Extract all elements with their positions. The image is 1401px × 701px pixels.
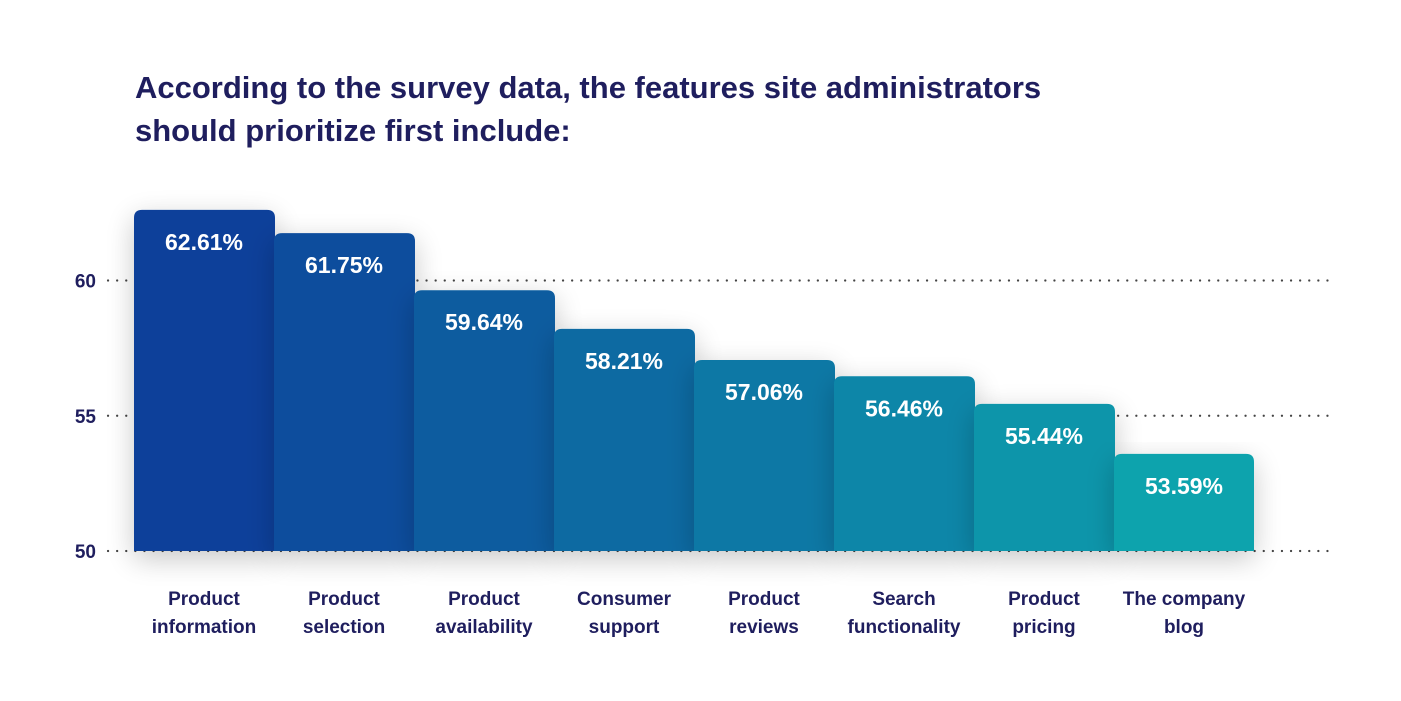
category-label: functionality [848,617,961,638]
bar-value-label: 53.59% [1145,473,1223,499]
category-label: The company [1123,589,1246,610]
y-tick-label: 55 [75,407,97,428]
category-labels: Product information Product selection Produc… [152,589,1246,638]
category-label: support [589,617,660,638]
bar-value-labels: 62.61% 61.75% 59.64% 58.21% 57.06% 56.46% 55.4… [165,229,1223,499]
category-label: Consumer [577,589,672,610]
bar-value-label: 57.06% [725,379,803,405]
bar [694,360,835,551]
bar-value-label: 55.44% [1005,423,1083,449]
bars [134,209,1254,551]
category-label: reviews [729,617,799,638]
category-label: pricing [1012,617,1075,638]
chart-title-line-1: According to the survey data, the featur… [135,70,1042,105]
y-tick-label: 60 [75,272,96,293]
category-label: Product [728,589,800,610]
category-label: Search [872,589,935,610]
chart-title-line-2: should prioritize first include: [135,113,571,148]
bar-value-label: 58.21% [585,348,663,374]
y-axis-ticks: 50 55 60 [75,272,97,564]
bar [554,328,695,551]
category-label: information [152,617,257,638]
bar-value-label: 61.75% [305,252,383,278]
bar-value-label: 62.61% [165,229,243,255]
y-tick-label: 50 [75,542,96,563]
bar [274,233,415,551]
bar [1114,453,1254,551]
category-label: Product [1008,589,1080,610]
category-label: Product [168,589,240,610]
category-label: availability [435,617,533,638]
bar [414,290,555,551]
bar-value-label: 59.64% [445,309,523,335]
bar-value-label: 56.46% [865,395,943,421]
category-label: Product [448,589,520,610]
category-label: blog [1164,617,1204,638]
bar [134,209,275,551]
bar [834,376,975,551]
category-label: Product [308,589,380,610]
bar [974,403,1115,551]
category-label: selection [303,617,385,638]
chart-title: According to the survey data, the featur… [135,66,1285,152]
